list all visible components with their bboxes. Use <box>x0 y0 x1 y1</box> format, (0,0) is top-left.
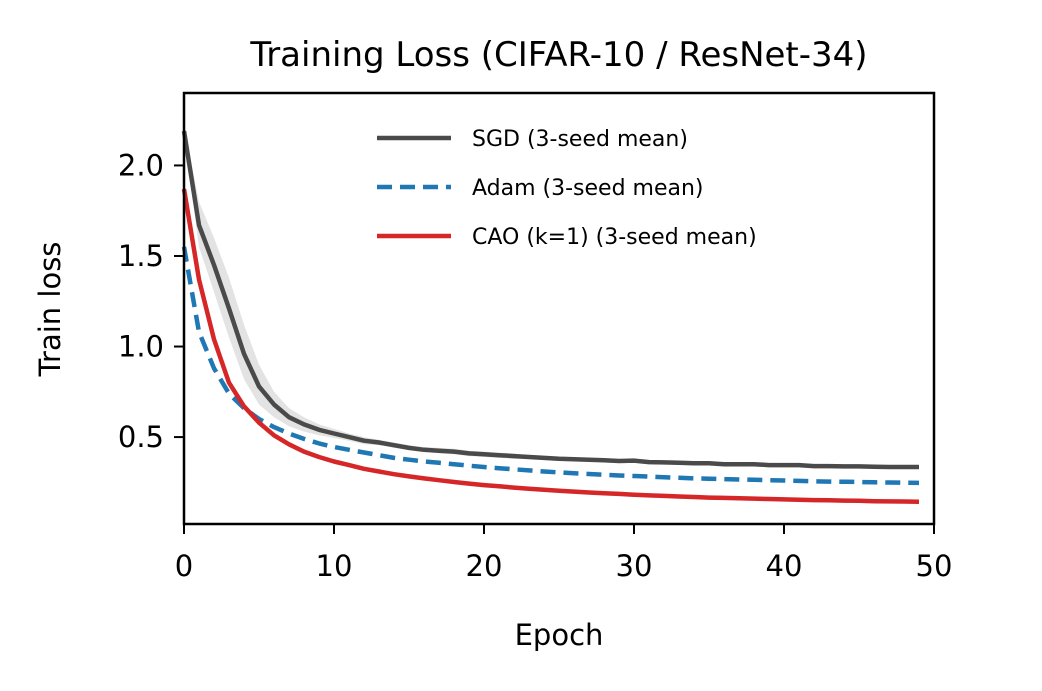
y-tick-label-1.0: 1.0 <box>118 330 164 364</box>
y-tick-label-1.5: 1.5 <box>118 239 164 273</box>
legend-label-cao: CAO (k=1) (3-seed mean) <box>472 225 757 250</box>
chart-title: Training Loss (CIFAR-10 / ResNet-34) <box>249 35 867 75</box>
x-tick-label-20: 20 <box>466 549 503 583</box>
plot-frame <box>182 91 936 526</box>
x-axis-label: Epoch <box>515 618 604 652</box>
y-tick-label-0.5: 0.5 <box>118 420 164 454</box>
legend-label-adam: Adam (3-seed mean) <box>472 176 704 201</box>
legend: SGD (3-seed mean) Adam (3-seed mean) CAO… <box>377 127 757 250</box>
line-layer <box>181 130 920 504</box>
tick-layer: 0 10 20 30 40 50 0.5 1.0 1.5 2.0 <box>118 148 953 583</box>
x-tick-label-10: 10 <box>316 549 353 583</box>
legend-label-sgd: SGD (3-seed mean) <box>472 127 688 152</box>
series-line-adam <box>181 246 920 486</box>
series-line-sgd <box>181 130 919 470</box>
y-axis-label: Train loss <box>33 242 67 378</box>
x-tick-label-50: 50 <box>916 549 953 583</box>
x-tick-label-40: 40 <box>766 549 803 583</box>
series-line-cao <box>181 188 920 504</box>
x-tick-label-30: 30 <box>616 549 653 583</box>
x-tick-label-0: 0 <box>175 549 193 583</box>
y-tick-label-2.0: 2.0 <box>118 148 164 182</box>
